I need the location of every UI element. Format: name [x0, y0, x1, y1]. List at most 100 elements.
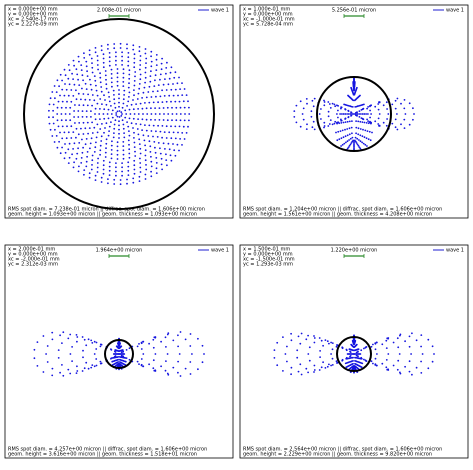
spot [110, 81, 113, 84]
spot [83, 169, 86, 172]
position-label: xc = 2.540e-17 mm [8, 17, 58, 23]
spot [377, 123, 380, 125]
spot [386, 108, 388, 110]
spot [369, 139, 372, 142]
spot [295, 121, 298, 124]
spot [80, 127, 82, 130]
spot [65, 88, 68, 91]
spot [133, 141, 136, 144]
spot [77, 55, 80, 58]
spot [357, 348, 360, 351]
spot [105, 103, 108, 106]
spot [142, 365, 144, 368]
spot [363, 347, 365, 350]
spot [334, 120, 337, 123]
spot [95, 358, 98, 360]
spot [100, 362, 103, 365]
spot [86, 75, 89, 77]
spot [127, 56, 130, 59]
spot [340, 106, 343, 109]
spot [48, 122, 51, 125]
spot [114, 119, 117, 122]
spot [330, 364, 332, 367]
spot [121, 349, 124, 351]
spot [144, 66, 147, 69]
spot [400, 102, 402, 105]
spot [362, 142, 365, 145]
spot [113, 47, 116, 50]
spot [362, 108, 364, 110]
spot [118, 89, 120, 91]
spot [179, 88, 182, 90]
spot [100, 49, 103, 52]
spot [144, 76, 147, 79]
spot [128, 91, 131, 94]
spot [118, 132, 120, 135]
position-label: y = 0.000e+00 mm [8, 252, 58, 258]
spot [132, 181, 135, 184]
spot [100, 86, 103, 88]
spot [126, 121, 128, 123]
spot [166, 106, 169, 109]
spot [102, 66, 105, 69]
spot [75, 89, 77, 92]
spot [189, 333, 192, 335]
spot [113, 94, 115, 96]
spot [54, 97, 56, 100]
spot [150, 170, 153, 173]
spot [312, 120, 315, 123]
spot [57, 357, 60, 359]
spot [299, 125, 302, 128]
spot [372, 343, 374, 346]
spot [408, 370, 411, 373]
spot [121, 174, 123, 177]
spot [76, 370, 79, 372]
spot [375, 341, 378, 344]
spot [100, 176, 103, 179]
spot [52, 103, 55, 106]
spot [179, 119, 182, 122]
spot [356, 143, 359, 146]
spot [127, 86, 130, 89]
spot [76, 152, 79, 155]
airy-disk [23, 18, 215, 210]
spot [172, 131, 175, 134]
spot [82, 121, 85, 124]
spot [156, 136, 159, 138]
spot [81, 370, 84, 372]
spot [356, 114, 358, 117]
spot [369, 109, 371, 112]
spot [99, 76, 102, 79]
spot [326, 340, 329, 343]
spot [71, 72, 73, 75]
spot [53, 85, 56, 87]
spot [145, 96, 148, 99]
spot [312, 105, 315, 108]
spot [155, 64, 158, 66]
spot [127, 165, 130, 168]
spot [62, 374, 65, 377]
spot [115, 64, 117, 66]
spot [127, 161, 130, 164]
spot [108, 100, 111, 103]
spot [105, 83, 108, 86]
spot [273, 349, 276, 351]
spot [337, 121, 339, 123]
position-label: xc = -2.000e-01 mm [8, 257, 60, 263]
spot [155, 54, 158, 56]
spot [369, 121, 371, 123]
spot [181, 82, 183, 84]
spot [142, 353, 145, 355]
spot [128, 117, 131, 120]
spot [121, 106, 124, 109]
spot [326, 365, 329, 368]
spot [99, 153, 101, 156]
spot [139, 73, 142, 76]
spot [42, 371, 45, 373]
spot [353, 141, 355, 144]
spot [364, 129, 367, 132]
spot [161, 125, 164, 127]
position-label: xc = -1.500e-01 mm [243, 257, 295, 263]
spot-dots [273, 332, 435, 376]
spot [349, 143, 352, 146]
